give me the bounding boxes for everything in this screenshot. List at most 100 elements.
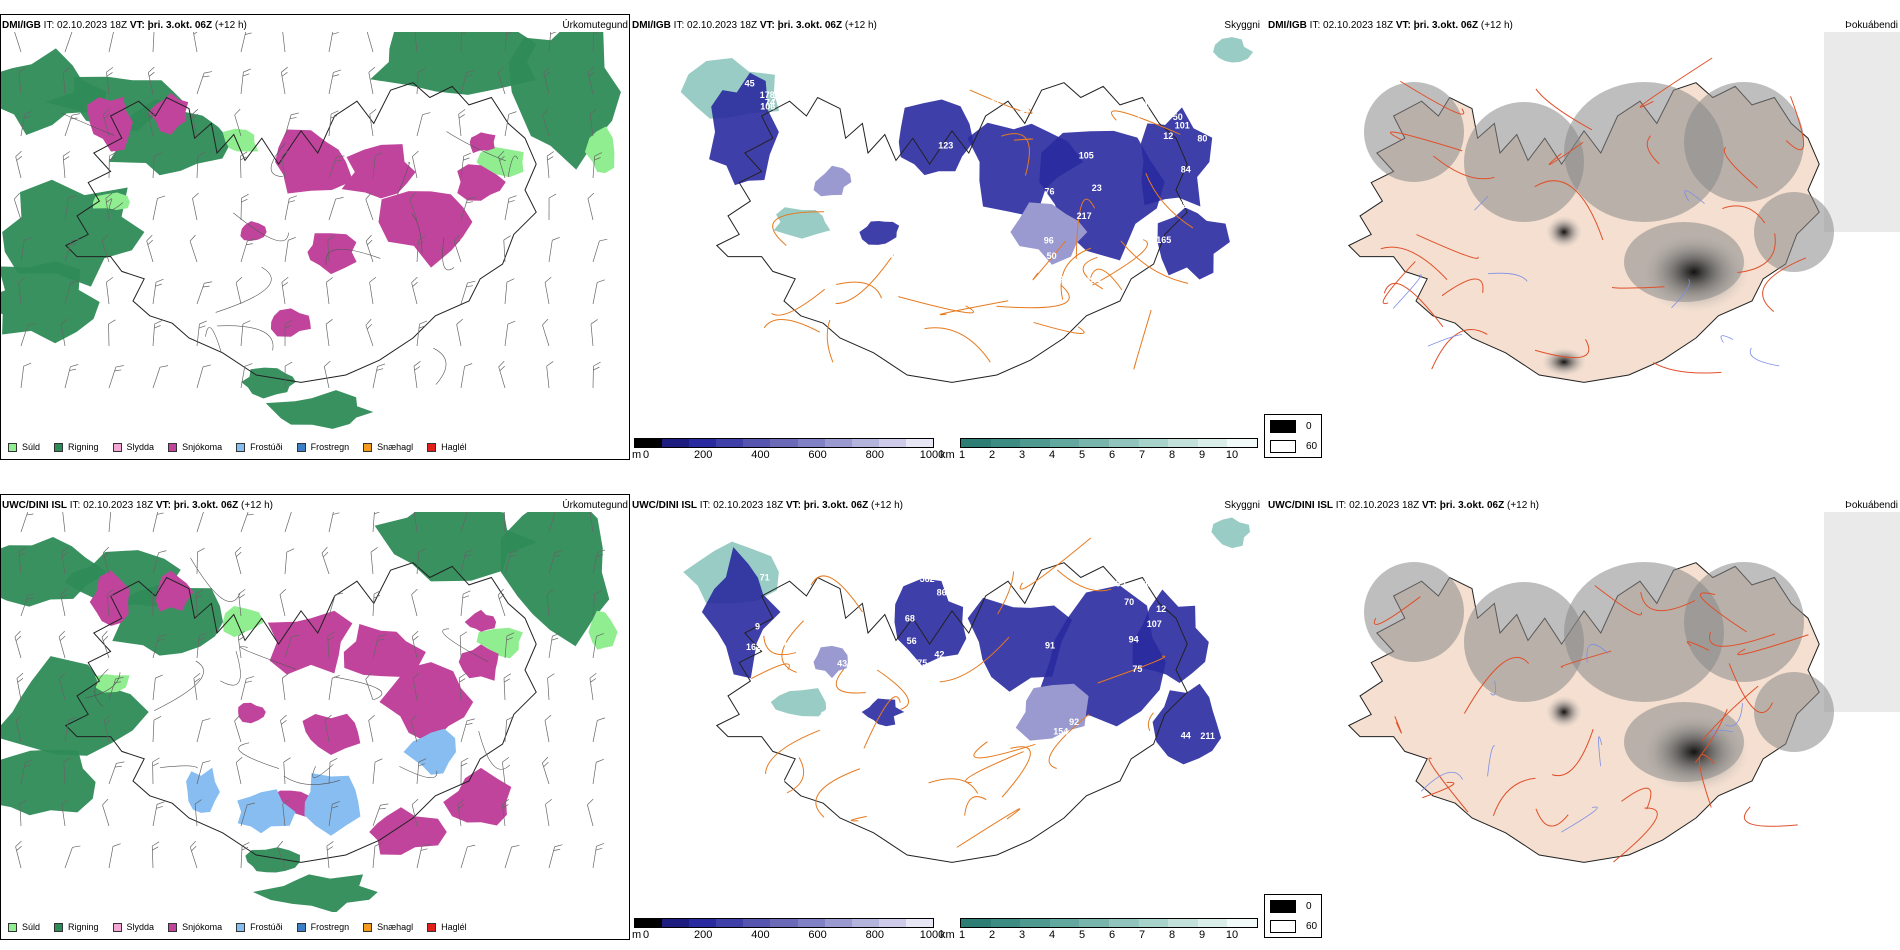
visibility-value-label: 101 xyxy=(1175,121,1190,131)
visibility-value-label: 44 xyxy=(1181,731,1191,741)
visibility-value-label: 78 xyxy=(805,277,815,287)
it-label: IT: xyxy=(673,20,685,31)
visibility-value-label: 21 xyxy=(955,694,965,704)
model-name: DMI/IGB xyxy=(2,20,41,31)
visibility-value-label: 12 xyxy=(1156,604,1166,614)
fog-legend-row: 0 xyxy=(1270,900,1312,913)
cloudbase-tick: 1000 xyxy=(919,449,945,461)
fog-map-title: Þokuábendi xyxy=(1845,500,1898,511)
visibility-value-label: 105 xyxy=(1079,151,1094,161)
precip-map-canvas xyxy=(1,32,621,429)
visibility-map-header: UWC/DINI ISL IT: 02.10.2023 18Z VT: þri.… xyxy=(632,500,903,512)
visibility-value-label: 13 xyxy=(777,178,787,188)
legend-label: Rigning xyxy=(68,442,99,452)
visibility-map-header: DMI/IGB IT: 02.10.2023 18Z VT: þri. 3.ok… xyxy=(632,20,877,32)
visibility-value-label: 175 xyxy=(912,658,927,668)
legend-swatch xyxy=(427,922,437,932)
vt-label: VT: xyxy=(759,20,775,31)
it-value: 02.10.2023 18Z xyxy=(713,500,784,511)
legend-item: Slydda xyxy=(112,442,154,452)
visibility-tick: 9 xyxy=(1198,929,1206,941)
legend-item: Frostúði xyxy=(236,442,283,452)
visibility-value-label: 211 xyxy=(1200,731,1215,741)
cloudbase-tick: 400 xyxy=(751,449,770,461)
visibility-value-label: 92 xyxy=(1027,293,1037,303)
visibility-map: UWC/DINI ISL IT: 02.10.2023 18Z VT: þri.… xyxy=(632,494,1262,944)
visibility-map: DMI/IGB IT: 02.10.2023 18Z VT: þri. 3.ok… xyxy=(632,14,1262,464)
visibility-value-label: 151 xyxy=(1144,579,1159,589)
model-name: UWC/DINI ISL xyxy=(2,500,67,511)
visibility-value-label: 107 xyxy=(1147,619,1162,629)
visibility-tick: 8 xyxy=(1168,449,1176,461)
it-label: IT: xyxy=(43,20,55,31)
visibility-value-label: 92 xyxy=(1069,717,1079,727)
fog-indicator-map: DMI/IGB IT: 02.10.2023 18Z VT: þri. 3.ok… xyxy=(1264,14,1900,464)
visibility-value-label: 85 xyxy=(1089,117,1099,127)
visibility-value-label: 154 xyxy=(1053,727,1068,737)
vt-value: þri. 3.okt. 06Z xyxy=(173,500,239,511)
visibility-value-label: 58 xyxy=(961,175,971,185)
visibility-map-title: Skyggni xyxy=(1224,500,1260,511)
visibility-value-label: 112 xyxy=(839,95,854,105)
cloudbase-ticks: 0 200 400 600 800 1000 xyxy=(642,929,944,943)
vt-value: þri. 3.okt. 06Z xyxy=(147,20,213,31)
precip-type-legend: Súld Rigning Slydda Snjókoma Frostúði Frostre… xyxy=(8,440,481,454)
cloudbase-tick: 600 xyxy=(808,449,827,461)
map-frame xyxy=(0,494,630,940)
legend-swatch xyxy=(236,442,246,452)
visibility-value-label: 136 xyxy=(902,181,917,191)
legend-swatch xyxy=(296,442,306,452)
it-value: 02.10.2023 18Z xyxy=(57,20,128,31)
visibility-value-label: 181 xyxy=(985,98,1000,108)
legend-label: Frostregn xyxy=(310,442,350,452)
visibility-tick: 4 xyxy=(1048,449,1056,461)
lead-time: (+12 h) xyxy=(1480,20,1513,31)
visibility-tick: 2 xyxy=(988,449,996,461)
visibility-tick: 9 xyxy=(1198,449,1206,461)
cloudbase-tick: 1000 xyxy=(919,929,945,941)
vt-value: þri. 3.okt. 06Z xyxy=(1439,500,1505,511)
legend-item: Snæhagl xyxy=(363,922,413,932)
it-label: IT: xyxy=(1309,20,1321,31)
precip-type-map: DMI/IGB IT: 02.10.2023 18Z VT: þri. 3.ok… xyxy=(0,14,630,464)
visibility-value-label: 107 xyxy=(820,710,835,720)
visibility-tick: 5 xyxy=(1078,929,1086,941)
legend-item: Frostúði xyxy=(236,922,283,932)
it-label: IT: xyxy=(69,500,81,511)
visibility-value-label: 50 xyxy=(1047,251,1057,261)
legend-item: Snæhagl xyxy=(363,442,413,452)
visibility-ticks: 1 2 3 4 5 6 7 8 9 10 xyxy=(959,449,1238,463)
visibility-value-label: 69 xyxy=(991,236,1001,246)
legend-item: Haglél xyxy=(427,922,467,932)
visibility-value-label: 89 xyxy=(912,667,922,677)
visibility-tick: 2 xyxy=(988,929,996,941)
visibility-value-label: 39 xyxy=(1013,550,1023,560)
fog-legend-row: 0 xyxy=(1270,420,1312,433)
legend-swatch xyxy=(296,922,306,932)
vt-label: VT: xyxy=(1395,20,1411,31)
legend-label: Snjókoma xyxy=(182,442,223,452)
visibility-value-label: 244 xyxy=(773,721,788,731)
visibility-unit: km xyxy=(940,449,955,461)
visibility-value-label: 91 xyxy=(1045,640,1055,650)
legend-swatch xyxy=(236,922,246,932)
fog-legend-row: 60 xyxy=(1270,440,1317,453)
legend-label: Rigning xyxy=(68,922,99,932)
visibility-value-label: 87 xyxy=(859,67,869,77)
visibility-value-label: 84 xyxy=(1181,164,1191,174)
precip-type-map: UWC/DINI ISL IT: 02.10.2023 18Z VT: þri.… xyxy=(0,494,630,944)
vt-label: VT: xyxy=(129,20,145,31)
visibility-tick: 7 xyxy=(1138,449,1146,461)
visibility-tick: 3 xyxy=(1018,449,1026,461)
visibility-value-label: 85 xyxy=(948,84,958,94)
vt-label: VT: xyxy=(155,500,171,511)
cloudbase-ticks: 0 200 400 600 800 1000 xyxy=(643,449,944,463)
visibility-tick: 8 xyxy=(1168,929,1176,941)
legend-swatch xyxy=(54,442,64,452)
legend-item: Rigning xyxy=(54,922,99,932)
cloudbase-tick: 0 xyxy=(642,929,650,941)
it-value: 02.10.2023 18Z xyxy=(1323,20,1394,31)
legend-label: Súld xyxy=(22,442,41,452)
visibility-value-label: 74 xyxy=(765,98,775,108)
visibility-value-label: 217 xyxy=(1077,211,1092,221)
